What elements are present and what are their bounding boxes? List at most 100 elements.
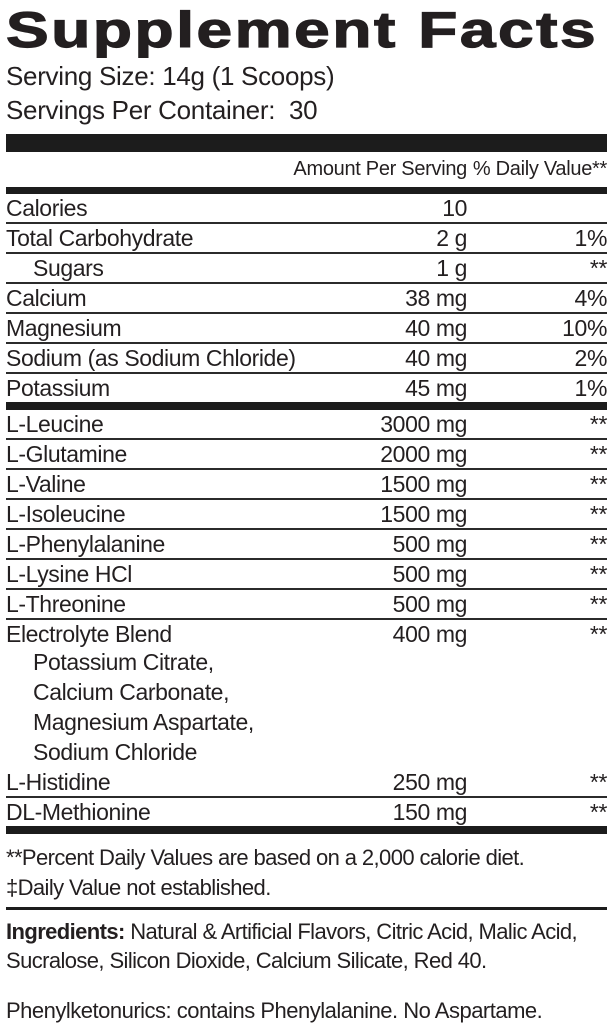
nutrient-name: Calories	[6, 195, 88, 221]
panel-title-text: Supplement Facts	[5, 1, 599, 58]
nutrient-daily-value: **	[589, 621, 608, 647]
nutrient-name: Sugars	[33, 255, 104, 281]
nutrient-row-line: L-Threonine 500 mg **	[6, 591, 607, 617]
nutrient-amount: 400 mg	[392, 621, 468, 647]
daily-value-header: % Daily Value**	[472, 158, 607, 180]
nutrient-amount: 40 mg	[405, 345, 467, 371]
nutrient-row: L-Valine 1500 mg **	[6, 470, 607, 500]
ingredients-label: Ingredients:	[6, 919, 125, 944]
nutrient-name: L-Lysine HCl	[6, 561, 133, 587]
nutrient-amount: 1500 mg	[380, 471, 467, 497]
nutrient-row-line: Calories 10	[6, 195, 607, 221]
nutrient-daily-value: **	[589, 561, 608, 587]
nutrient-name: L-Leucine	[6, 411, 104, 437]
nutrient-daily-value: 1%	[574, 225, 608, 251]
nutrient-row-line: Magnesium 40 mg 10%	[6, 315, 607, 341]
nutrient-row-line: Sugars 1 g **	[6, 255, 607, 281]
nutrient-name: L-Phenylalanine	[6, 531, 165, 557]
nutrient-name: L-Glutamine	[6, 441, 127, 467]
nutrient-row: L-Lysine HCl 500 mg **	[6, 560, 607, 590]
nutrient-row: L-Threonine 500 mg **	[6, 590, 607, 620]
nutrient-amount: 1 g	[436, 255, 467, 281]
nutrient-row-line: L-Phenylalanine 500 mg **	[6, 531, 607, 557]
footnote-not-established: ‡Daily Value not established.	[6, 875, 271, 900]
footnotes: **Percent Daily Values are based on a 2,…	[6, 843, 607, 903]
nutrient-row: DL-Methionine 150 mg **	[6, 798, 607, 834]
nutrient-daily-value: **	[589, 471, 608, 497]
nutrient-row-line: L-Glutamine 2000 mg **	[6, 441, 607, 467]
nutrient-row: Calcium 38 mg 4%	[6, 284, 607, 314]
nutrient-amount: 150 mg	[392, 799, 468, 825]
nutrient-amount: 500 mg	[392, 561, 468, 587]
nutrient-row-line: L-Leucine 3000 mg **	[6, 411, 607, 437]
serving-size-line: Serving Size: 14g (1 Scoops)	[6, 61, 335, 91]
nutrient-daily-value: 1%	[574, 375, 608, 401]
nutrient-row: L-Histidine 250 mg **	[6, 768, 607, 798]
nutrient-amount: 45 mg	[405, 375, 467, 401]
nutrient-row: L-Leucine 3000 mg **	[6, 410, 607, 440]
nutrient-amount: 250 mg	[392, 769, 468, 795]
nutrient-row-line: Electrolyte Blend 400 mg **	[6, 621, 607, 647]
nutrient-row: Calories 10	[6, 194, 607, 224]
nutrient-name: L-Histidine	[6, 769, 111, 795]
footnote-divider	[6, 907, 607, 910]
nutrient-name: Sodium (as Sodium Chloride)	[6, 345, 296, 371]
nutrient-row-line: Total Carbohydrate 2 g 1%	[6, 225, 607, 251]
nutrient-amount: 1500 mg	[380, 501, 467, 527]
nutrient-name: Magnesium	[6, 315, 122, 341]
nutrient-daily-value: **	[589, 411, 608, 437]
nutrient-row-line: Calcium 38 mg 4%	[6, 285, 607, 311]
nutrient-subline: Sodium Chloride	[33, 739, 198, 765]
nutrient-name: Total Carbohydrate	[6, 225, 194, 251]
nutrient-row: Total Carbohydrate 2 g 1%	[6, 224, 607, 254]
nutrient-row: Magnesium 40 mg 10%	[6, 314, 607, 344]
nutrient-amount: 10	[442, 195, 467, 221]
table-column-header: Amount Per Serving % Daily Value**	[6, 152, 607, 194]
ingredients-statement: Ingredients: Natural & Artificial Flavor…	[6, 917, 607, 975]
nutrient-amount: 500 mg	[392, 531, 468, 557]
table-body: Calories 10 Total Carbohydrate 2 g 1% Sugars 1…	[6, 194, 607, 834]
nutrient-name: DL-Methionine	[6, 799, 151, 825]
nutrient-daily-value: **	[589, 769, 608, 795]
nutrient-subline: Potassium Citrate,	[33, 649, 214, 675]
footnote-daily-values: **Percent Daily Values are based on a 2,…	[6, 845, 525, 870]
nutrient-amount: 2 g	[436, 225, 467, 251]
nutrient-daily-value: 2%	[574, 345, 608, 371]
panel-title: Supplement Facts	[5, 1, 607, 58]
nutrient-row-line: L-Isoleucine 1500 mg **	[6, 501, 607, 527]
nutrient-name: L-Isoleucine	[6, 501, 126, 527]
nutrient-daily-value: **	[589, 531, 608, 557]
nutrient-row-line: Sodium (as Sodium Chloride) 40 mg 2%	[6, 345, 607, 371]
nutrient-row: Potassium 45 mg 1%	[6, 374, 607, 410]
nutrient-row-line: L-Histidine 250 mg **	[6, 769, 607, 795]
amount-per-serving-header: Amount Per Serving	[293, 158, 467, 180]
nutrient-daily-value: 4%	[574, 285, 608, 311]
nutrient-daily-value: **	[589, 441, 608, 467]
nutrient-name: Calcium	[6, 285, 87, 311]
top-thick-bar	[6, 134, 607, 152]
nutrient-row: L-Phenylalanine 500 mg **	[6, 530, 607, 560]
nutrient-amount: 2000 mg	[380, 441, 467, 467]
nutrient-row: L-Glutamine 2000 mg **	[6, 440, 607, 470]
nutrient-row-line: DL-Methionine 150 mg **	[6, 799, 607, 825]
nutrient-amount: 40 mg	[405, 315, 467, 341]
nutrient-subline: Calcium Carbonate,	[33, 679, 230, 705]
nutrient-name: Potassium	[6, 375, 110, 401]
nutrient-daily-value: **	[589, 255, 608, 281]
nutrient-daily-value: 10%	[562, 315, 607, 341]
nutrient-daily-value: **	[589, 799, 608, 825]
nutrient-name: Electrolyte Blend	[6, 621, 172, 647]
phenylketonurics-statement: Phenylketonurics: contains Phenylalanine…	[6, 998, 543, 1023]
nutrient-name: L-Valine	[6, 471, 86, 497]
servings-per-container-line: Servings Per Container: 30	[6, 95, 318, 125]
nutrient-daily-value: **	[589, 591, 608, 617]
nutrient-subline: Magnesium Aspartate,	[33, 709, 254, 735]
nutrient-name: L-Threonine	[6, 591, 126, 617]
nutrient-row-line: L-Valine 1500 mg **	[6, 471, 607, 497]
nutrient-daily-value: **	[589, 501, 608, 527]
ingredients-text: Natural & Artificial Flavors, Citric Aci…	[6, 919, 578, 973]
nutrient-row-line: Potassium 45 mg 1%	[6, 375, 607, 401]
nutrient-row-line: L-Lysine HCl 500 mg **	[6, 561, 607, 587]
nutrient-amount: 500 mg	[392, 591, 468, 617]
